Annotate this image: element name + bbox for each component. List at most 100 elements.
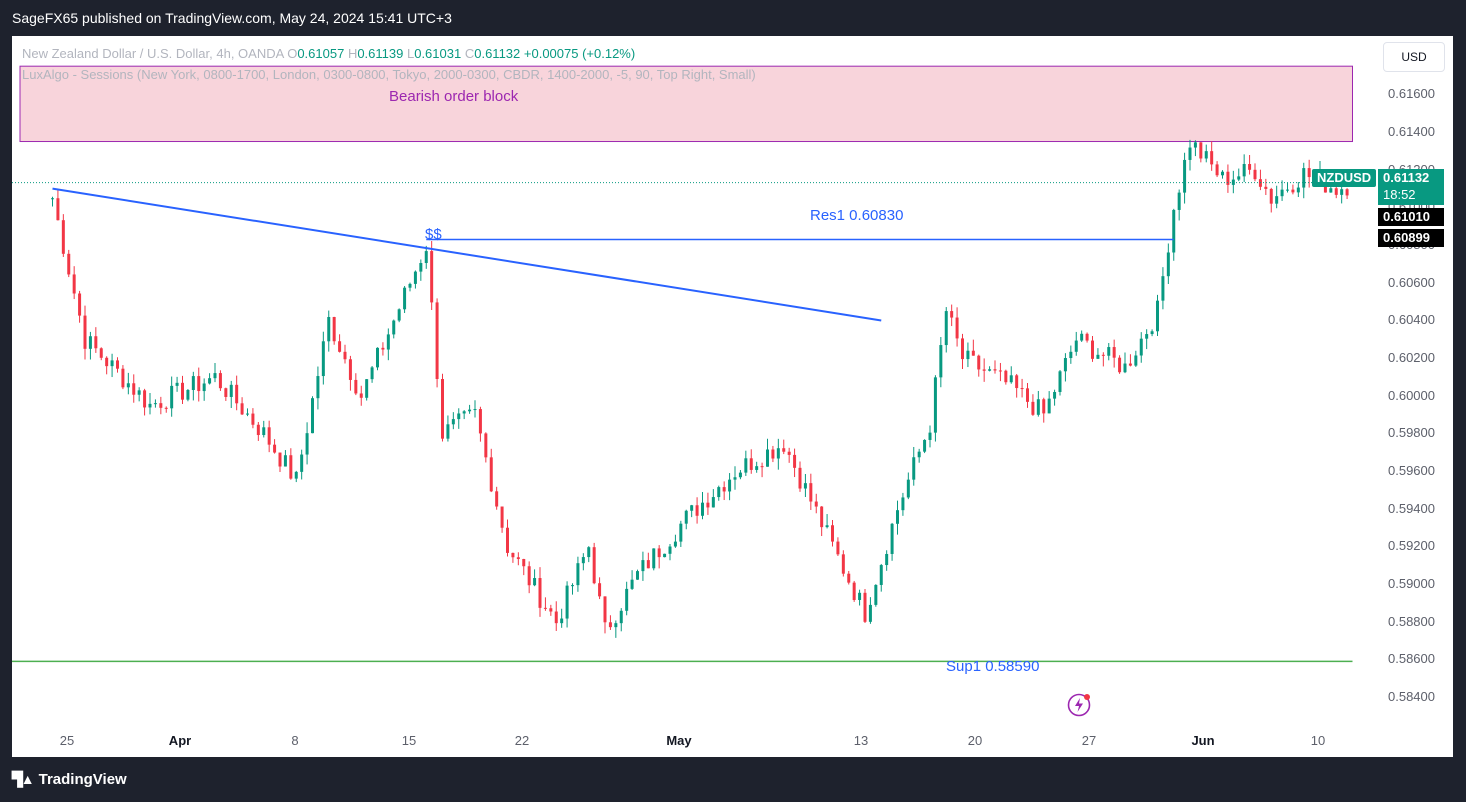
candle-body	[993, 369, 997, 371]
candle-body	[181, 382, 184, 400]
price-chart[interactable]	[12, 36, 1453, 757]
candle-body	[787, 451, 791, 455]
date-tick-label: 10	[1310, 733, 1326, 748]
candle-body	[977, 355, 981, 370]
candle-body	[912, 457, 916, 480]
candle-body	[1015, 375, 1019, 389]
candle-body	[1226, 171, 1230, 185]
support-label: Sup1 0.58590	[946, 658, 1040, 675]
candle-body	[316, 376, 320, 399]
price-tick-label: 0.58600	[1388, 651, 1435, 667]
candle-body	[598, 583, 602, 597]
candle-body	[760, 466, 764, 468]
candle-body	[51, 198, 54, 200]
indicator-legend[interactable]: LuxAlgo - Sessions (New York, 0800-1700,…	[22, 67, 756, 82]
price-tick-label: 0.60400	[1388, 312, 1435, 328]
candle-body	[1286, 189, 1289, 191]
candle-body	[1139, 338, 1143, 356]
candle-body	[1020, 388, 1024, 390]
symbol-badge: NZDUSD	[1312, 169, 1377, 187]
candle-body	[1307, 168, 1311, 178]
candle-body	[663, 553, 667, 558]
candle-body	[143, 390, 147, 408]
candle-body	[901, 497, 905, 511]
candle-body	[1036, 399, 1040, 415]
candle-body	[370, 367, 374, 380]
candle-body	[78, 293, 82, 316]
tradingview-logo-icon: ▜▲	[12, 771, 35, 787]
candle-body	[1150, 331, 1154, 335]
candle-body	[955, 317, 959, 339]
candle-body	[831, 525, 834, 542]
candle-body	[1074, 340, 1078, 352]
candle-body	[94, 336, 98, 349]
close-label: C	[464, 46, 475, 61]
candle-body	[397, 309, 401, 321]
candle-body	[202, 383, 206, 392]
liquidity-label: $$	[425, 226, 442, 243]
candle-body	[917, 451, 921, 458]
candle-body	[381, 347, 385, 350]
candle-body	[998, 370, 1002, 372]
candle-body	[733, 477, 737, 480]
candle-body	[424, 251, 428, 264]
candle-body	[885, 553, 889, 566]
candle-body	[403, 287, 407, 310]
candle-body	[896, 510, 899, 524]
candle-body	[533, 578, 537, 586]
candle-body	[1118, 357, 1122, 373]
footer-brand[interactable]: ▜▲ TradingView	[12, 771, 127, 788]
candle-body	[706, 502, 710, 508]
candle-body	[489, 457, 493, 492]
candle-body	[1183, 159, 1187, 193]
candle-body	[197, 376, 201, 392]
candle-body	[798, 467, 802, 489]
candle-body	[338, 341, 342, 352]
candle-body	[56, 198, 60, 221]
candle-body	[246, 413, 249, 415]
candle-body	[126, 383, 130, 388]
symbol-legend[interactable]: New Zealand Dollar / U.S. Dollar, 4h, OA…	[22, 46, 635, 61]
change-value: +0.00075 (+0.12%)	[523, 46, 636, 61]
candle-body	[273, 444, 277, 453]
candle-body	[153, 403, 157, 405]
candle-body	[256, 424, 260, 436]
candle-body	[413, 271, 417, 284]
candle-body	[289, 455, 293, 479]
level-badge-2: 0.60899	[1378, 229, 1444, 247]
candle-body	[116, 360, 119, 369]
candle-body	[836, 541, 840, 555]
candle-body	[1269, 188, 1273, 204]
candle-body	[1275, 196, 1279, 204]
candle-body	[327, 317, 331, 342]
candle-body	[868, 604, 872, 622]
candle-body	[1134, 355, 1138, 366]
header-bar: SageFX65 published on TradingView.com, M…	[0, 0, 1466, 36]
candle-body	[495, 491, 499, 507]
chart-frame[interactable]: New Zealand Dollar / U.S. Dollar, 4h, OA…	[12, 36, 1453, 757]
candle-body	[641, 560, 645, 572]
candle-body	[88, 336, 92, 349]
candle-body	[961, 338, 964, 360]
candle-body	[527, 566, 531, 586]
candle-body	[1031, 401, 1035, 415]
candle-body	[235, 384, 239, 404]
candle-body	[1161, 276, 1165, 301]
candle-body	[1145, 334, 1149, 339]
candle-body	[793, 454, 797, 468]
candle-body	[516, 557, 520, 560]
candle-body	[776, 448, 780, 459]
open-label: O	[287, 46, 298, 61]
candle-body	[267, 427, 271, 445]
candle-body	[1329, 188, 1333, 193]
candle-body	[988, 369, 992, 371]
candle-body	[170, 385, 174, 409]
candle-body	[110, 360, 114, 367]
candle-body	[305, 433, 309, 455]
candle-body	[608, 622, 612, 628]
candle-body	[625, 588, 629, 611]
currency-button[interactable]: USD	[1383, 42, 1445, 72]
lightning-icon[interactable]	[1067, 693, 1091, 717]
candle-body	[1188, 147, 1192, 160]
candle-body	[229, 384, 233, 397]
